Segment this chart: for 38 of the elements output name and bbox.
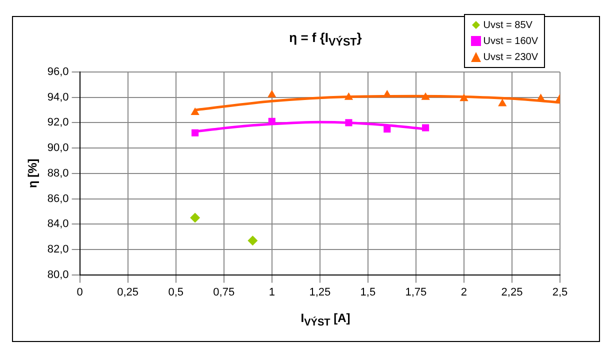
- x-tick-label: 0,75: [213, 286, 235, 298]
- point: [268, 90, 276, 98]
- y-tick-label: 96,0: [47, 66, 69, 78]
- point: [344, 92, 354, 100]
- x-tick-label: 0: [76, 286, 83, 298]
- y-tick-label: 88,0: [47, 167, 69, 180]
- x-tick-label: 1,75: [405, 286, 427, 298]
- point: [192, 129, 199, 136]
- point: [248, 236, 258, 246]
- y-tick-label: 84,0: [47, 218, 69, 230]
- x-tick-label: 1: [268, 286, 275, 298]
- legend-label: Uvst = 160V: [483, 36, 538, 46]
- y-tick-label: 82,0: [47, 243, 69, 256]
- legend-label: Uvst = 230V: [483, 52, 538, 62]
- point: [345, 119, 352, 126]
- y-tick-label: 90,0: [47, 142, 69, 154]
- y-tick-label: 86,0: [47, 192, 69, 205]
- y-tick-label: 94,0: [47, 91, 69, 104]
- legend-label: Uvst = 85V: [483, 20, 532, 30]
- point: [190, 108, 200, 116]
- chart-title: η = f {I$_{VÝST}$}: [289, 30, 362, 49]
- x-axis-title: I$_{VÝST}$ [A]: [300, 311, 352, 328]
- x-tick-label: 0,25: [117, 286, 139, 298]
- point: [498, 98, 507, 106]
- x-tick-label: 2,25: [501, 286, 523, 298]
- y-tick-label: 92,0: [47, 116, 69, 129]
- point: [190, 212, 200, 223]
- y-tick-label: 80,0: [47, 268, 69, 281]
- point: [422, 124, 430, 132]
- point: [421, 92, 430, 100]
- x-tick-label: 1,25: [309, 286, 331, 298]
- x-tick-label: 2: [460, 286, 468, 298]
- point: [384, 126, 391, 133]
- y-axis-title: η [%]: [26, 158, 40, 188]
- point: [460, 94, 468, 102]
- x-tick-label: 1,5: [360, 286, 376, 298]
- x-tick-label: 2,5: [552, 286, 568, 298]
- x-tick-label: 0,5: [168, 286, 184, 298]
